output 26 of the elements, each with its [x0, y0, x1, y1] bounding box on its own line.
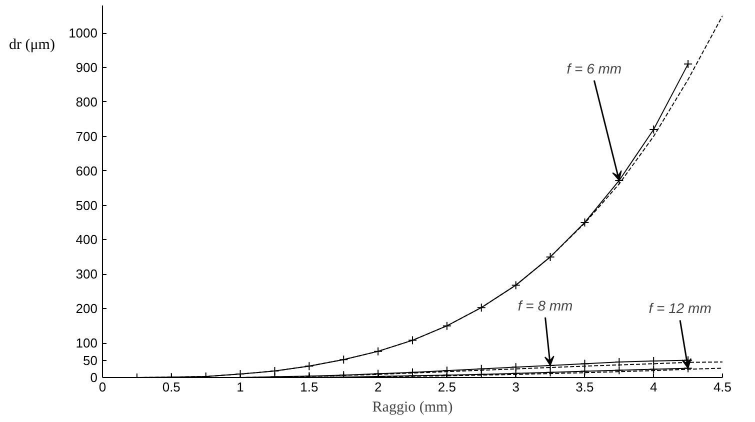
y-tick-label: 300 — [76, 266, 98, 282]
x-tick-label: 4 — [650, 380, 658, 394]
x-tick-label: 2 — [374, 380, 382, 394]
y-tick-label: 0 — [90, 370, 98, 385]
annotation: f = 12 mm — [648, 300, 712, 316]
y-tick-label: 200 — [76, 301, 98, 316]
annotation: f = 6 mm — [566, 60, 622, 76]
annotation: f = 8 mm — [518, 297, 574, 314]
x-tick-label: 4.5 — [713, 380, 732, 394]
x-tick-label: 3 — [512, 380, 520, 394]
y-tick-label: 500 — [76, 198, 98, 213]
y-axis-title: dr (μm) — [9, 36, 55, 55]
y-tick-label: 900 — [76, 60, 98, 75]
x-tick-label: 3.5 — [576, 380, 594, 394]
x-tick-label: 2.5 — [438, 380, 456, 394]
x-tick-label: 1.5 — [300, 380, 318, 394]
y-tick-label: 600 — [76, 163, 98, 178]
y-tick-label: 100 — [76, 336, 98, 351]
x-axis-title: Raggio (mm) — [372, 400, 453, 416]
x-tick-label: 1 — [236, 380, 244, 394]
y-tick-label: 700 — [76, 128, 98, 144]
y-tick-label: 1000 — [68, 26, 98, 41]
y-tick-label: 50 — [83, 352, 98, 368]
y-tick-label: 800 — [76, 94, 98, 110]
y-tick-label: 400 — [76, 232, 98, 248]
x-tick-label: 0.5 — [162, 380, 180, 394]
